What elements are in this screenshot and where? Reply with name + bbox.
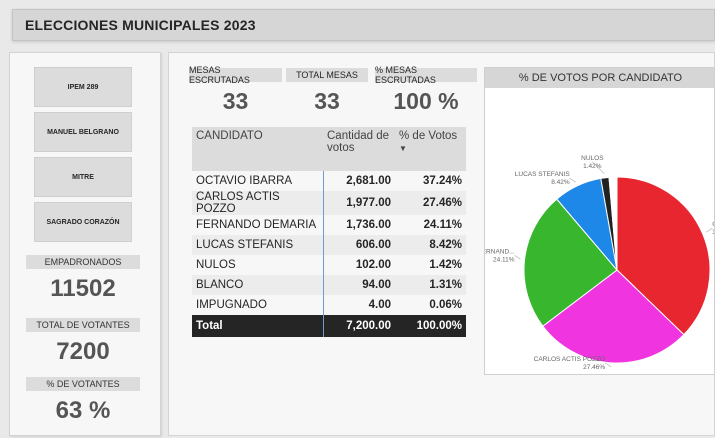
table-row[interactable]: OCTAVIO IBARRA 2,681.00 37.24% [192, 171, 466, 191]
pct-votantes-label: % DE VOTANTES [26, 377, 140, 391]
pie-slice[interactable] [523, 198, 618, 327]
left-panel: IPEM 289 MANUEL BELGRANO MITRE SAGRADO C… [9, 52, 161, 436]
cell-cantidad: 2,681.00 [322, 171, 395, 191]
pie-label-name: LUCAS STEFANIS [515, 171, 571, 178]
pie-label-pct: 1.42% [583, 163, 602, 170]
title-bar: ELECCIONES MUNICIPALES 2023 [12, 9, 715, 41]
sort-desc-icon: ▼ [399, 144, 407, 153]
pie-leader-line [514, 255, 521, 260]
cell-cantidad: 1,736.00 [322, 215, 395, 235]
pie-label-name: NULOS [581, 155, 604, 162]
table-row[interactable]: BLANCO 94.00 1.31% [192, 275, 466, 295]
column-header-candidato[interactable]: CANDIDATO [192, 127, 323, 171]
school-button-manuel-belgrano[interactable]: MANUEL BELGRANO [34, 112, 132, 152]
votantes-value: 7200 [56, 338, 110, 365]
mesas-escrutadas-label: MESAS ESCRUTADAS [189, 65, 282, 85]
cell-cantidad: 4.00 [322, 295, 395, 315]
cell-pct: 24.11% [423, 219, 462, 231]
votes-table: CANDIDATO Cantidad de votos % de Votos ▼… [192, 127, 466, 337]
cell-cantidad: 1,977.00 [322, 191, 395, 215]
cell-pct: 1.42% [429, 259, 462, 271]
pie-label-pct: 8.42% [551, 179, 570, 186]
pct-mesas-value: 100 % [393, 88, 459, 114]
pie-slice[interactable] [542, 269, 685, 364]
pie-label-name: CARLOS ACTIS POZZO [534, 356, 606, 363]
column-header-pct[interactable]: % de Votos ▼ [395, 127, 466, 171]
column-header-pct-label: % de Votos [399, 130, 458, 142]
pie-label-name: FERNAND... [485, 248, 515, 255]
cell-candidato: IMPUGNADO [196, 299, 267, 311]
cell-candidato: BLANCO [192, 275, 323, 295]
cell-pct: 37.24% [422, 175, 462, 187]
cell-pct: 1.31% [395, 275, 466, 295]
cell-candidato: FERNANDO DEMARIA [196, 219, 317, 231]
total-mesas-value: 33 [314, 88, 340, 114]
cell-cantidad: 606.00 [322, 235, 395, 255]
total-votes: 7,200.00 [322, 315, 395, 337]
cell-cantidad: 102.00 [322, 255, 395, 275]
table-total-row: Total 7,200.00 100.00% [192, 315, 466, 337]
total-mesas-label: TOTAL MESAS [286, 68, 368, 82]
pie-leader-line [592, 161, 605, 175]
total-pct: 100.00% [395, 315, 466, 337]
table-row[interactable]: LUCAS STEFANIS 606.00 8.42% [192, 235, 466, 255]
pct-votantes-value: 63 % [55, 397, 111, 424]
empadronados-label: EMPADRONADOS [26, 255, 140, 269]
column-header-cantidad[interactable]: Cantidad de votos [323, 127, 395, 171]
cell-candidato: NULOS [196, 259, 236, 271]
pie-leader-line [569, 177, 576, 183]
school-button-ipem-289[interactable]: IPEM 289 [34, 67, 132, 107]
mesas-escrutadas-value: 33 [222, 88, 249, 114]
cell-candidato: LUCAS STEFANIS [192, 235, 323, 255]
table-header-row: CANDIDATO Cantidad de votos % de Votos ▼ [192, 127, 466, 171]
pie-label-name: OCTA [712, 221, 715, 228]
empadronados-value: 11502 [50, 275, 116, 302]
pct-mesas-label: % MESAS ESCRUTADAS [375, 65, 477, 85]
table-row[interactable]: CARLOS ACTIS POZZO 1,977.00 27.46% [192, 191, 466, 215]
table-row[interactable]: IMPUGNADO 4.00 0.06% [192, 295, 466, 315]
table-row[interactable]: NULOS 102.00 1.42% [192, 255, 466, 275]
votantes-label: TOTAL DE VOTANTES [26, 318, 140, 332]
cell-pct: 8.42% [395, 235, 466, 255]
pie-label-pct: 37.24% [712, 229, 715, 236]
table-row[interactable]: FERNANDO DEMARIA 1,736.00 24.11% [192, 215, 466, 235]
cell-candidato: CARLOS ACTIS POZZO [192, 191, 323, 215]
chart-title: % DE VOTOS POR CANDIDATO [485, 68, 714, 88]
pie-leader-line [604, 362, 612, 368]
cell-candidato: OCTAVIO IBARRA [196, 175, 293, 187]
school-button-sagrado-corazon[interactable]: SAGRADO CORAZÓN [34, 202, 132, 242]
total-label: Total [192, 315, 323, 337]
pie-leader-line [706, 227, 713, 233]
school-button-mitre[interactable]: MITRE [34, 157, 132, 197]
pie-slice[interactable] [616, 176, 711, 336]
cell-cantidad: 94.00 [322, 275, 395, 295]
pie-label-pct: 24.11% [493, 256, 515, 263]
page-title: ELECCIONES MUNICIPALES 2023 [25, 17, 256, 33]
cell-pct: 0.06% [429, 299, 462, 311]
pie-label-pct: 27.46% [583, 364, 605, 371]
cell-pct: 27.46% [395, 191, 466, 215]
